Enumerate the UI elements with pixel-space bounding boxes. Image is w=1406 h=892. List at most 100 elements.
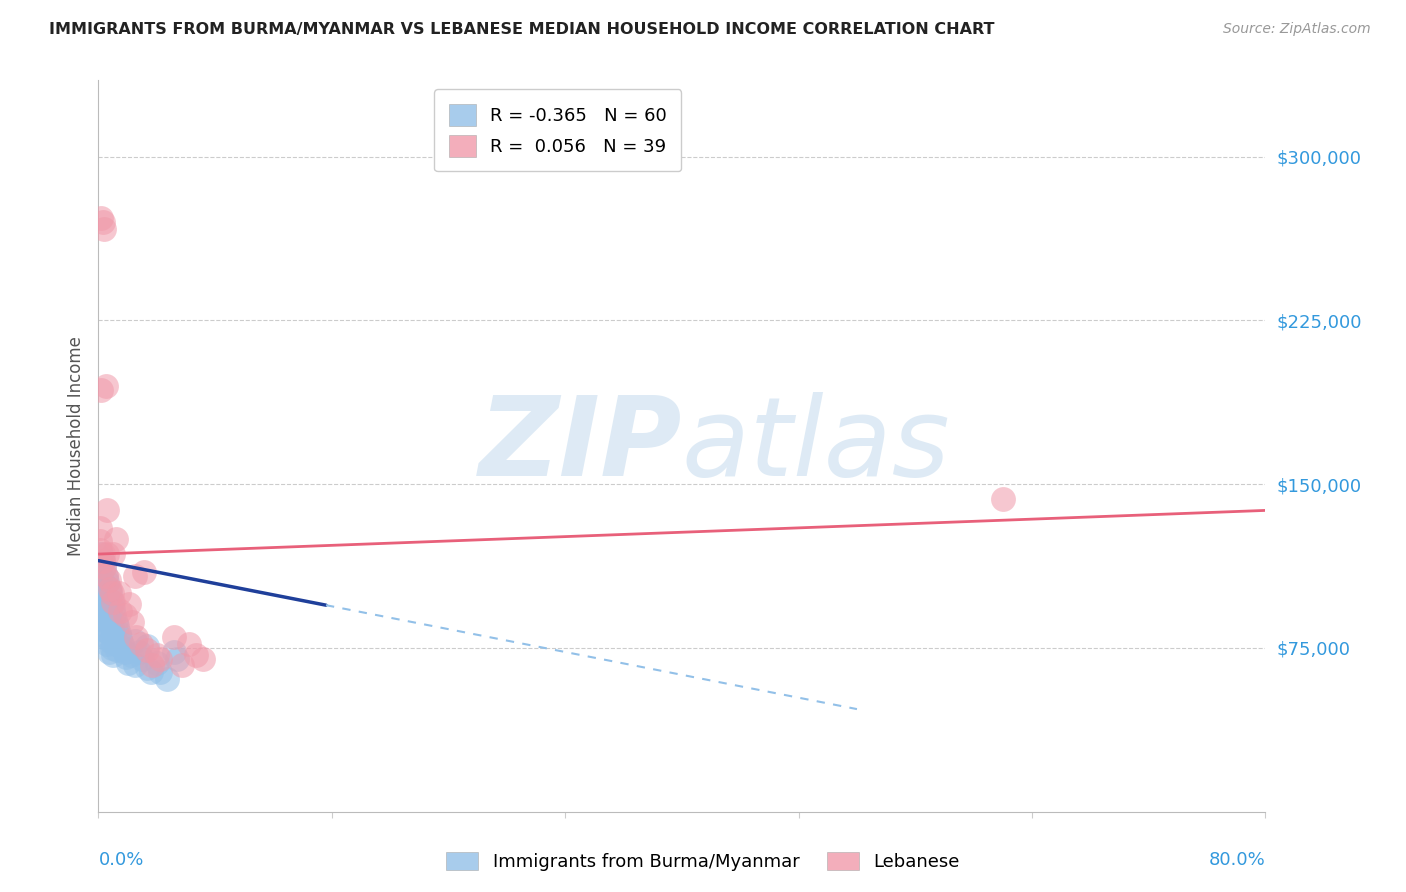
Point <box>101 648 124 662</box>
Point <box>163 645 186 659</box>
Point <box>94 379 117 393</box>
Point <box>108 625 131 640</box>
Point <box>91 613 114 627</box>
Point <box>98 634 121 648</box>
Point <box>156 672 179 686</box>
Point <box>104 532 127 546</box>
Point <box>93 582 115 596</box>
Point <box>105 619 128 633</box>
Point <box>94 613 117 627</box>
Point <box>166 652 188 666</box>
Point <box>91 547 114 561</box>
Point <box>97 625 120 640</box>
Point <box>146 648 169 662</box>
Point <box>91 597 114 611</box>
Point <box>112 640 135 655</box>
Point <box>103 630 125 644</box>
Point <box>124 634 146 648</box>
Point <box>149 665 172 679</box>
Point <box>97 582 120 596</box>
Point <box>124 569 146 583</box>
Point <box>94 569 117 583</box>
Point <box>121 615 143 629</box>
Point <box>128 645 150 659</box>
Point <box>100 640 122 655</box>
Point <box>94 569 117 583</box>
Point <box>101 601 124 615</box>
Point <box>91 554 114 568</box>
Point <box>101 625 124 640</box>
Point <box>135 643 157 657</box>
Point <box>93 560 115 574</box>
Point <box>139 665 162 679</box>
Point <box>91 554 114 568</box>
Point <box>90 569 112 583</box>
Point <box>97 604 120 618</box>
Text: ZIP: ZIP <box>478 392 682 500</box>
Point <box>100 595 122 609</box>
Point <box>96 637 118 651</box>
Point <box>96 597 118 611</box>
Point <box>105 643 128 657</box>
Point <box>135 639 157 653</box>
Text: Source: ZipAtlas.com: Source: ZipAtlas.com <box>1223 22 1371 37</box>
Text: 80.0%: 80.0% <box>1209 851 1265 869</box>
Point <box>101 547 124 561</box>
Point <box>89 521 111 535</box>
Point <box>991 492 1014 507</box>
Point <box>129 637 152 651</box>
Point <box>103 608 125 623</box>
Point <box>100 619 122 633</box>
Point <box>89 560 111 574</box>
Point <box>104 615 127 629</box>
Point <box>131 652 153 666</box>
Point <box>90 211 112 225</box>
Point <box>124 658 146 673</box>
Point <box>101 595 124 609</box>
Point <box>114 608 136 623</box>
Point <box>117 657 139 671</box>
Point <box>141 658 163 673</box>
Point <box>135 660 157 674</box>
Point <box>94 591 117 605</box>
Y-axis label: Median Household Income: Median Household Income <box>66 336 84 556</box>
Point <box>110 604 132 618</box>
Point <box>110 630 132 644</box>
Point <box>96 619 118 633</box>
Point <box>114 645 136 659</box>
Legend: R = -0.365   N = 60, R =  0.056   N = 39: R = -0.365 N = 60, R = 0.056 N = 39 <box>434 89 682 171</box>
Point <box>104 637 127 651</box>
Point <box>125 630 148 644</box>
Legend: Immigrants from Burma/Myanmar, Lebanese: Immigrants from Burma/Myanmar, Lebanese <box>439 845 967 879</box>
Point <box>90 591 112 605</box>
Point <box>146 657 169 671</box>
Point <box>111 637 134 651</box>
Point <box>96 547 118 561</box>
Point <box>98 586 121 600</box>
Point <box>93 560 115 574</box>
Point <box>98 582 121 596</box>
Text: 0.0%: 0.0% <box>98 851 143 869</box>
Point <box>89 542 111 557</box>
Point <box>132 565 155 579</box>
Point <box>97 645 120 659</box>
Point <box>93 221 115 235</box>
Point <box>96 503 118 517</box>
Point <box>93 604 115 618</box>
Point <box>100 586 122 600</box>
Point <box>120 648 142 662</box>
Point <box>163 630 186 644</box>
Point <box>97 574 120 588</box>
Point <box>108 586 131 600</box>
Point <box>93 624 115 638</box>
Point <box>91 575 114 590</box>
Text: atlas: atlas <box>682 392 950 500</box>
Text: IMMIGRANTS FROM BURMA/MYANMAR VS LEBANESE MEDIAN HOUSEHOLD INCOME CORRELATION CH: IMMIGRANTS FROM BURMA/MYANMAR VS LEBANES… <box>49 22 994 37</box>
Point <box>90 547 112 561</box>
Point <box>98 613 121 627</box>
Point <box>118 597 141 611</box>
Point <box>91 215 114 229</box>
Point <box>115 649 138 664</box>
Point <box>89 533 111 548</box>
Point <box>94 630 117 644</box>
